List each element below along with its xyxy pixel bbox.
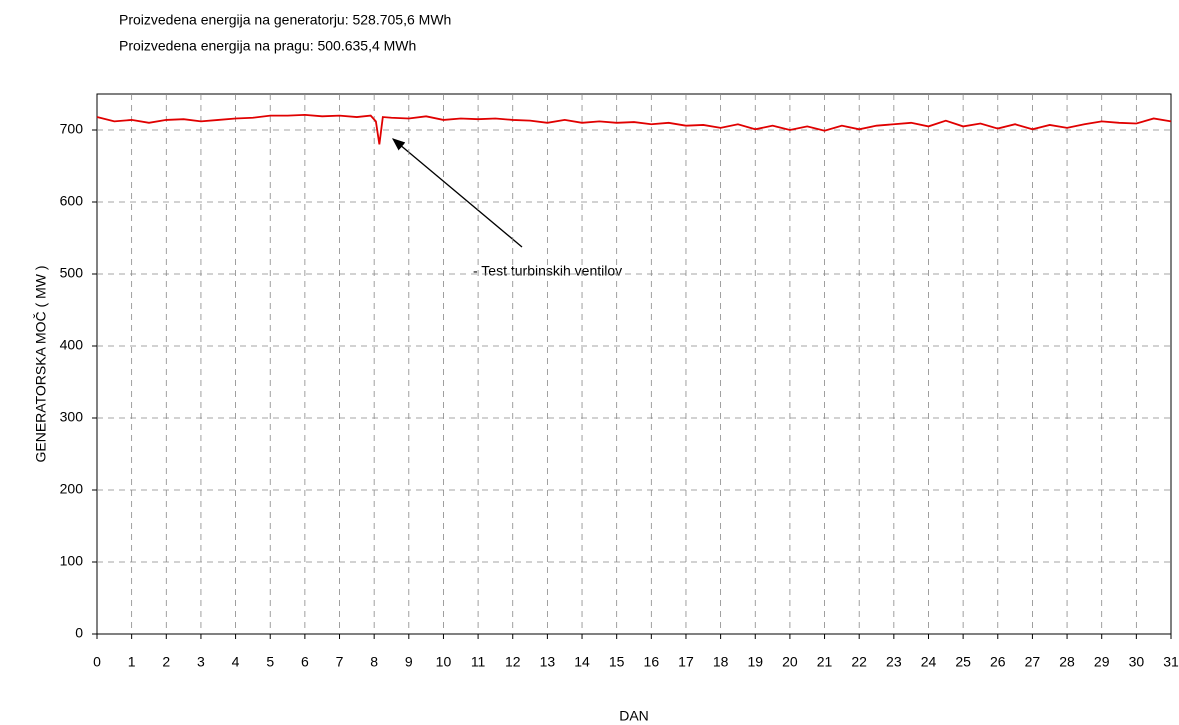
x-tick-label: 15: [609, 654, 625, 670]
x-tick-label: 26: [990, 654, 1006, 670]
chart-title: Proizvedena energija na generatorju: 528…: [119, 12, 451, 28]
x-tick-label: 17: [678, 654, 694, 670]
y-tick-label: 0: [75, 625, 83, 641]
x-tick-label: 30: [1129, 654, 1145, 670]
x-tick-label: 28: [1059, 654, 1075, 670]
x-tick-label: 19: [747, 654, 763, 670]
x-tick-label: 22: [851, 654, 867, 670]
x-tick-label: 18: [713, 654, 729, 670]
x-tick-label: 7: [336, 654, 344, 670]
x-tick-label: 21: [817, 654, 833, 670]
x-tick-label: 4: [232, 654, 240, 670]
y-tick-label: 700: [60, 121, 84, 137]
x-tick-label: 0: [93, 654, 101, 670]
y-tick-label: 500: [60, 265, 84, 281]
y-tick-label: 600: [60, 193, 84, 209]
x-tick-label: 12: [505, 654, 521, 670]
x-tick-label: 1: [128, 654, 136, 670]
x-tick-label: 31: [1163, 654, 1179, 670]
x-tick-label: 20: [782, 654, 798, 670]
chart-subtitle: Proizvedena energija na pragu: 500.635,4…: [119, 38, 416, 54]
x-tick-label: 5: [266, 654, 274, 670]
x-tick-label: 10: [436, 654, 452, 670]
y-axis-label: GENERATORSKA MOČ ( MW ): [33, 265, 49, 462]
y-tick-label: 300: [60, 409, 84, 425]
x-tick-label: 6: [301, 654, 309, 670]
annotation-arrow: [392, 138, 523, 248]
x-tick-label: 3: [197, 654, 205, 670]
data-line: [96, 113, 1172, 145]
y-tick-label: 100: [60, 553, 84, 569]
x-tick-label: 23: [886, 654, 902, 670]
x-tick-label: 13: [540, 654, 556, 670]
x-tick-label: 8: [370, 654, 378, 670]
x-tick-label: 16: [644, 654, 660, 670]
plot-frame: [96, 93, 1172, 635]
x-tick-label: 29: [1094, 654, 1110, 670]
x-axis-label: DAN: [619, 708, 649, 724]
x-tick-label: 11: [471, 654, 486, 670]
y-tick-label: 200: [60, 481, 84, 497]
x-tick-label: 9: [405, 654, 413, 670]
x-tick-label: 25: [955, 654, 971, 670]
x-tick-label: 2: [162, 654, 170, 670]
x-tick-label: 27: [1025, 654, 1041, 670]
x-tick-label: 24: [921, 654, 937, 670]
y-tick-label: 400: [60, 337, 84, 353]
x-tick-label: 14: [574, 654, 590, 670]
